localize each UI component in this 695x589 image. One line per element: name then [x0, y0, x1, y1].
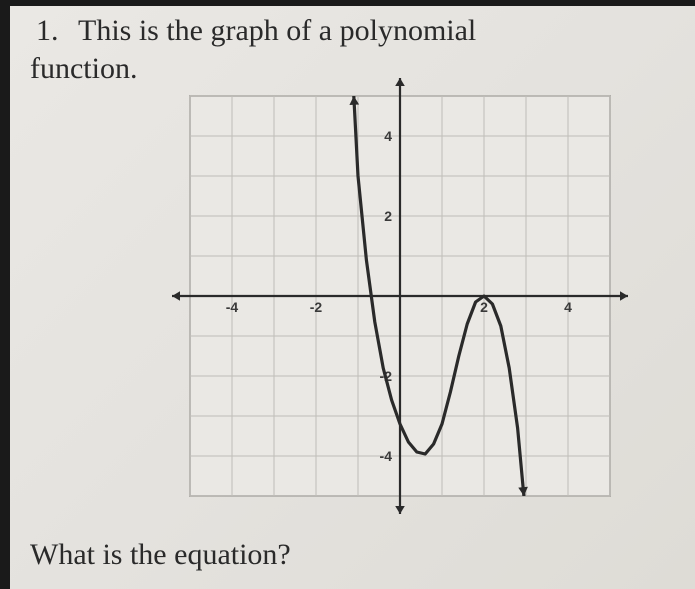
x-tick-label: -4 — [226, 299, 239, 315]
y-tick-label: 4 — [384, 128, 392, 144]
worksheet-page: 1. This is the graph of a polynomial fun… — [0, 0, 695, 589]
question-text-line-2: function. — [30, 52, 137, 86]
x-tick-label: 2 — [480, 299, 488, 315]
x-tick-label: 4 — [564, 299, 572, 315]
question-text-line-1: This is the graph of a polynomial — [78, 14, 476, 48]
question-prompt: What is the equation? — [30, 538, 291, 572]
y-tick-label: -4 — [380, 448, 393, 464]
polynomial-graph: -4-22442-2-4 — [170, 76, 630, 516]
x-tick-label: -2 — [310, 299, 323, 315]
question-number: 1. — [36, 14, 59, 48]
y-tick-label: 2 — [384, 208, 392, 224]
graph-svg: -4-22442-2-4 — [170, 76, 630, 516]
